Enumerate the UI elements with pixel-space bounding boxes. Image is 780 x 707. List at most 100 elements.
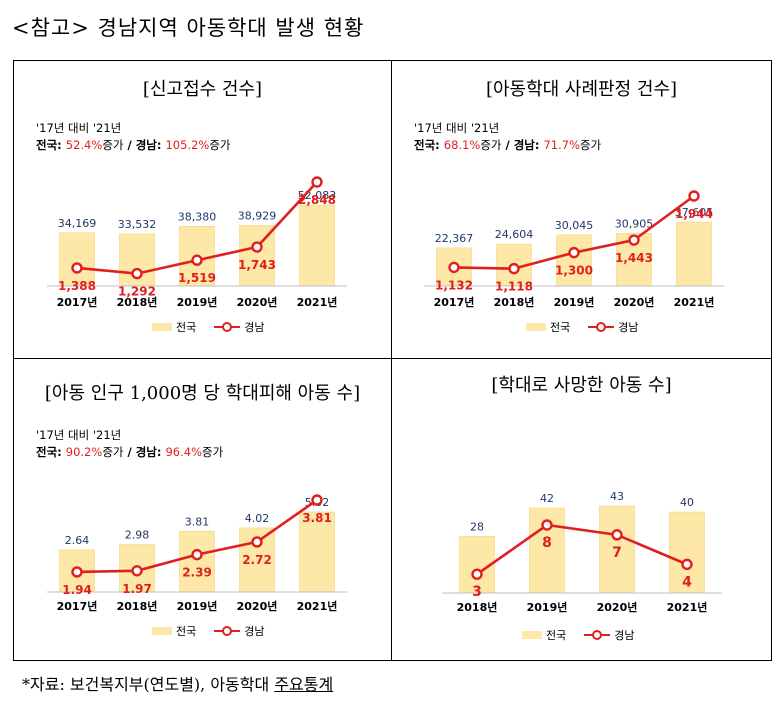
chart-title: [아동 인구 1,000명 당 학대피해 아동 수] xyxy=(44,383,361,404)
x-tick-label-4: 2021년 xyxy=(297,599,338,613)
x-tick-label-2: 2019년 xyxy=(177,295,218,309)
line-point-2 xyxy=(191,254,203,266)
line-value-label-3: 4 xyxy=(682,574,692,590)
x-tick-label-1: 2018년 xyxy=(117,295,158,309)
line-value-label-1: 8 xyxy=(542,535,552,551)
line-value-label-0: 1.94 xyxy=(62,583,92,597)
bar-2 xyxy=(556,234,592,287)
line-point-2 xyxy=(191,548,203,561)
bar-value-label-2: 30,045 xyxy=(555,219,594,232)
legend-line-label: 경남 xyxy=(614,629,635,642)
x-tick-label-1: 2019년 xyxy=(527,600,568,614)
x-tick-label-1: 2018년 xyxy=(117,599,158,613)
grid-divider-vertical xyxy=(391,60,392,661)
bar-value-label-0: 2.64 xyxy=(65,534,90,547)
legend-line-label: 경남 xyxy=(244,321,265,334)
chart-svg: 28 42 43 40 2018년 2019년 2020년 2021년 3 8 7 4 xyxy=(442,490,722,614)
line-point-2 xyxy=(568,246,580,259)
chart-title: [학대로 사망한 아동 수] xyxy=(491,375,672,396)
legend-bar-label: 전국 xyxy=(550,321,571,334)
x-tick-label-0: 2017년 xyxy=(434,295,475,309)
line-point-1 xyxy=(131,267,143,280)
line-value-label-0: 3 xyxy=(472,584,482,600)
line-value-label-4: 3.81 xyxy=(302,511,332,525)
bar-3 xyxy=(669,511,705,594)
legend-bar-swatch xyxy=(526,323,546,331)
x-tick-label-2: 2019년 xyxy=(177,599,218,613)
bar-value-label-0: 34,169 xyxy=(58,217,97,230)
chart-legend: 전국 경남 xyxy=(522,627,635,643)
x-tick-label-3: 2021년 xyxy=(667,600,708,614)
bar-4 xyxy=(299,511,335,593)
note-line2: 전국: 90.2%증가 / 경남: 96.4%증가 xyxy=(36,445,224,459)
bar-4 xyxy=(676,221,712,287)
legend-line-swatch xyxy=(214,626,241,636)
note-line1: '17년 대비 '21년 xyxy=(36,121,122,135)
page-heading: <참고> 경남지역 아동학대 발생 현황 xyxy=(12,16,365,40)
line-point-0 xyxy=(448,261,460,274)
bar-2 xyxy=(599,505,635,594)
x-tick-label-1: 2018년 xyxy=(494,295,535,309)
bar-value-label-1: 2.98 xyxy=(125,529,150,542)
bar-value-label-2: 38,380 xyxy=(178,210,217,223)
line-value-label-2: 1,300 xyxy=(555,264,593,278)
line-point-3 xyxy=(628,234,640,246)
bar-value-label-4: 37,605 xyxy=(675,206,714,219)
x-tick-label-0: 2017년 xyxy=(57,295,98,309)
bar-value-label-3: 4.02 xyxy=(245,512,270,525)
chart-note: '17년 대비 '21년 전국: 68.1%증가 / 경남: 71.7%증가 xyxy=(414,120,601,154)
line-value-label-1: 1,292 xyxy=(118,285,156,299)
line-point-0 xyxy=(471,568,483,580)
legend-bar-label: 전국 xyxy=(176,625,197,638)
line-value-label-0: 1,388 xyxy=(58,279,96,293)
line-value-label-1: 1,118 xyxy=(495,280,533,294)
line-series-gyeongnam xyxy=(476,523,688,576)
bar-value-label-1: 24,604 xyxy=(495,228,534,241)
line-point-0 xyxy=(71,566,83,578)
x-tick-label-4: 2021년 xyxy=(297,295,338,309)
chart-title: [아동학대 사례판정 건수] xyxy=(485,79,678,100)
legend-line-swatch xyxy=(584,630,611,640)
bar-value-label-3: 40 xyxy=(680,496,694,509)
line-point-4 xyxy=(311,176,323,188)
chart-note: '17년 대비 '21년 전국: 90.2%증가 / 경남: 96.4%증가 xyxy=(36,427,223,461)
bar-value-label-0: 22,367 xyxy=(435,232,474,245)
bar-0 xyxy=(59,232,95,287)
x-tick-label-3: 2020년 xyxy=(237,599,278,613)
chart-svg: 2.642.983.814.025.022017년2018년2019년2020년… xyxy=(47,494,347,613)
note-line2: 전국: 68.1%증가 / 경남: 71.7%증가 xyxy=(414,138,602,152)
line-value-label-3: 2.72 xyxy=(242,553,272,567)
chart-victims-per-1000: [아동 인구 1,000명 당 학대피해 아동 수] '17년 대비 '21년 … xyxy=(14,359,391,660)
x-tick-label-3: 2020년 xyxy=(614,295,655,309)
legend-bar-swatch xyxy=(522,631,542,639)
chart-svg: 22,367 24,604 30,045 30,905 37,605 2017년 2018년… xyxy=(424,190,724,309)
grid-divider-horizontal xyxy=(13,358,772,359)
legend-line-label: 경남 xyxy=(244,625,265,638)
line-point-4 xyxy=(688,190,700,202)
line-point-4 xyxy=(311,494,323,506)
line-point-1 xyxy=(541,519,553,531)
chart-legend: 전국 경남 xyxy=(152,319,265,335)
line-point-3 xyxy=(681,558,693,571)
x-tick-label-2: 2019년 xyxy=(554,295,595,309)
legend-line-label: 경남 xyxy=(618,321,639,334)
x-tick-label-2: 2020년 xyxy=(597,600,638,614)
bar-value-label-1: 42 xyxy=(540,492,554,505)
bar-value-label-3: 30,905 xyxy=(615,217,654,230)
legend-bar-swatch xyxy=(152,627,172,635)
note-line2: 전국: 52.4%증가 / 경남: 105.2%증가 xyxy=(36,138,231,152)
line-value-label-2: 7 xyxy=(612,545,622,561)
note-line1: '17년 대비 '21년 xyxy=(36,428,122,442)
bar-value-label-2: 43 xyxy=(610,490,624,503)
chart-legend: 전국 경남 xyxy=(526,319,639,335)
line-value-label-2: 1,519 xyxy=(178,271,216,285)
bar-value-label-3: 38,929 xyxy=(238,209,277,222)
x-tick-label-3: 2020년 xyxy=(237,295,278,309)
x-tick-label-0: 2017년 xyxy=(57,599,98,613)
x-tick-label-0: 2018년 xyxy=(457,600,498,614)
line-point-2 xyxy=(611,529,623,541)
line-point-3 xyxy=(251,241,263,253)
line-value-label-4: 2,848 xyxy=(298,193,336,207)
chart-case-determinations: [아동학대 사례판정 건수] '17년 대비 '21년 전국: 68.1%증가 … xyxy=(392,61,771,358)
